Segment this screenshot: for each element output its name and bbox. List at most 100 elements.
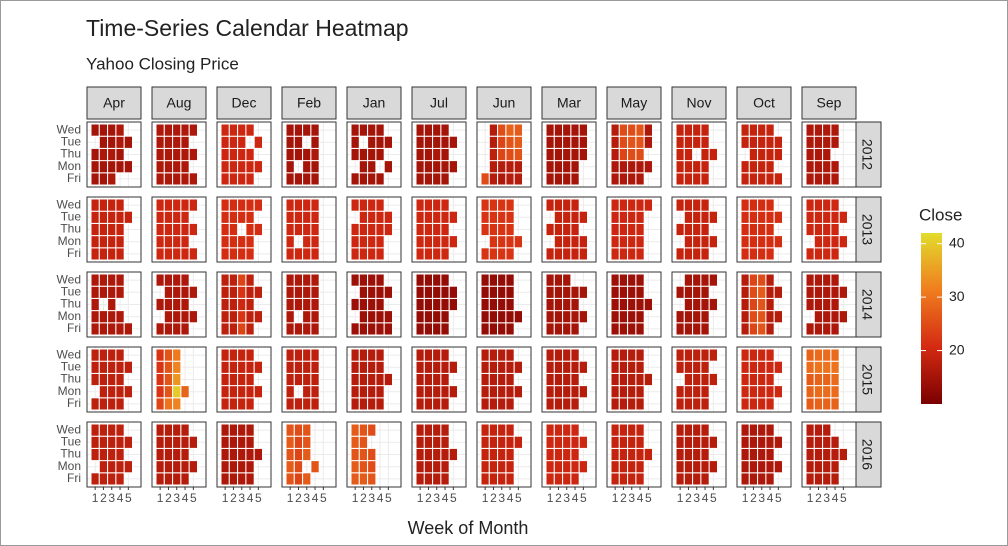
cell (643, 198, 654, 212)
cell (448, 160, 459, 174)
cell (740, 397, 750, 411)
cell (675, 348, 685, 362)
y-tick-label: Thu (60, 222, 81, 236)
panel (606, 121, 662, 188)
cell (155, 172, 165, 186)
cell (432, 385, 442, 399)
cell (480, 460, 490, 474)
cell (830, 247, 840, 261)
cell (98, 147, 109, 162)
cell (643, 372, 654, 387)
panel-border (541, 271, 597, 338)
cell (155, 147, 165, 162)
cell (163, 210, 174, 224)
cell (813, 322, 824, 336)
cell (578, 147, 589, 162)
cell (123, 385, 134, 399)
y-tick-label: Fri (67, 171, 81, 185)
cell (570, 123, 580, 137)
cell (172, 472, 182, 486)
cell (107, 135, 117, 149)
cell (440, 385, 450, 399)
cell (415, 222, 425, 237)
cell (643, 123, 654, 137)
cell (748, 348, 759, 362)
cell (367, 447, 377, 462)
cell (115, 210, 125, 224)
cell (813, 172, 824, 186)
cell (358, 210, 369, 224)
panel (801, 346, 857, 413)
cell (830, 447, 840, 462)
cell (358, 123, 369, 137)
panel-border (151, 421, 207, 488)
x-tick-label: 4 (572, 491, 579, 505)
cell (683, 310, 694, 324)
cell (683, 447, 694, 462)
cell (635, 297, 645, 312)
cell (188, 460, 199, 474)
cell (423, 372, 434, 387)
cell (683, 198, 694, 212)
cell (90, 285, 100, 299)
cell (757, 435, 767, 449)
cell (822, 210, 832, 224)
cell (480, 435, 490, 449)
cell (98, 322, 109, 336)
cell (813, 285, 824, 299)
panel (541, 271, 597, 338)
colorbar (921, 233, 942, 404)
cell (765, 472, 775, 486)
cell (757, 247, 767, 261)
cell (383, 322, 394, 336)
cell (423, 123, 434, 137)
cell (553, 135, 564, 149)
panel (281, 196, 337, 263)
panel-border (411, 346, 467, 413)
cell (172, 435, 182, 449)
cell (220, 472, 230, 486)
x-tick-label: 4 (637, 491, 644, 505)
cell (610, 123, 620, 137)
cell (155, 210, 165, 224)
cell (440, 372, 450, 387)
cell (757, 360, 767, 374)
panel-border (606, 346, 662, 413)
cell (773, 360, 784, 374)
x-tick-label: 3 (238, 491, 245, 505)
cell (172, 348, 182, 362)
cell (553, 235, 564, 249)
panel-border (281, 421, 337, 488)
cell (237, 247, 247, 261)
cell (245, 285, 255, 299)
cell (163, 348, 174, 362)
cell (90, 222, 100, 237)
cell (163, 222, 174, 237)
cell (98, 423, 109, 437)
panel-border (346, 196, 402, 263)
panel-border (476, 121, 532, 188)
cell (310, 372, 320, 387)
cell (432, 135, 442, 149)
cell (123, 460, 134, 474)
cell (822, 372, 832, 387)
cell (505, 135, 515, 149)
cell (822, 447, 832, 462)
cell (570, 460, 580, 474)
cell (675, 247, 685, 261)
cell (285, 123, 295, 137)
cell (310, 273, 320, 287)
cell (220, 385, 230, 399)
cell (163, 285, 174, 299)
cell (220, 348, 230, 362)
cell (237, 348, 247, 362)
cell (830, 435, 840, 449)
cell (350, 297, 360, 312)
cell (513, 310, 524, 324)
cell (172, 123, 182, 137)
cell (757, 210, 767, 224)
panel (476, 271, 532, 338)
cell (90, 210, 100, 224)
cell (618, 423, 629, 437)
